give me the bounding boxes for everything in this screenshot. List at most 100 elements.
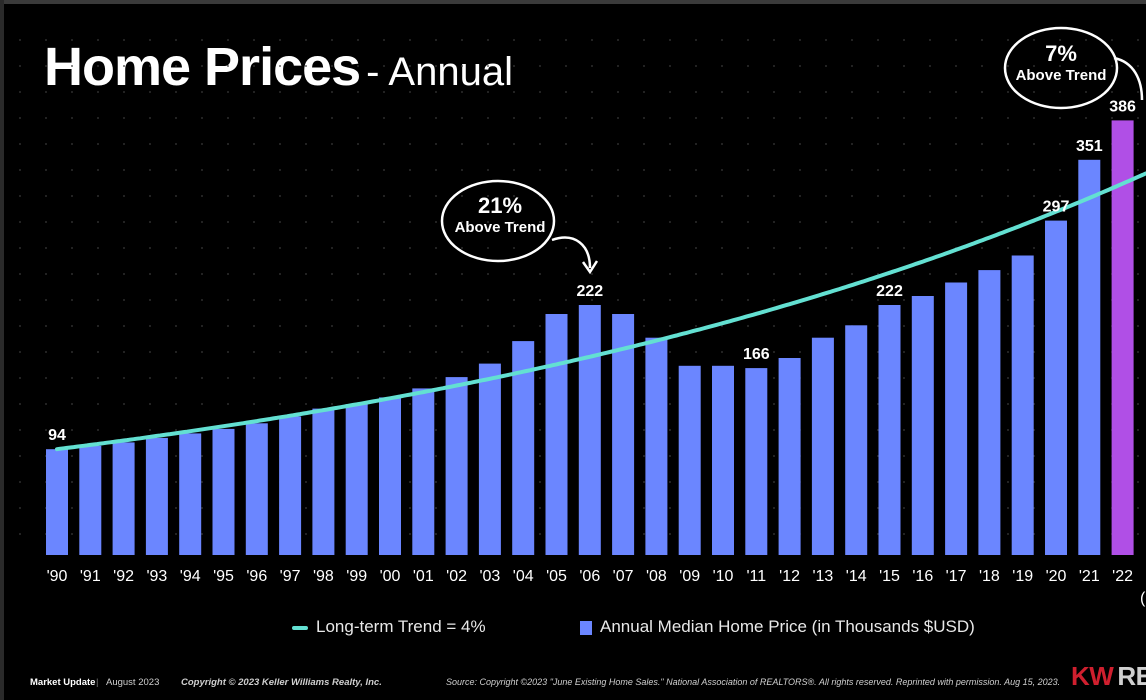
grid-dot — [201, 39, 203, 41]
grid-dot — [747, 195, 749, 197]
grid-dot — [201, 169, 203, 171]
grid-dot — [1137, 247, 1139, 249]
grid-dot — [565, 299, 567, 301]
x-tick-22: '22 — [1112, 568, 1133, 585]
grid-dot — [123, 273, 125, 275]
grid-dot — [643, 39, 645, 41]
x-tick-18: '18 — [979, 568, 1000, 585]
grid-dot — [305, 507, 307, 509]
grid-dot — [539, 403, 541, 405]
grid-dot — [1085, 39, 1087, 41]
grid-dot — [149, 429, 151, 431]
grid-dot — [279, 377, 281, 379]
grid-dot — [877, 351, 879, 353]
grid-dot — [383, 117, 385, 119]
grid-dot — [643, 533, 645, 535]
grid-dot — [97, 325, 99, 327]
grid-dot — [305, 403, 307, 405]
annotation-arrow-2 — [1113, 56, 1144, 101]
grid-dot — [409, 169, 411, 171]
grid-dot — [435, 377, 437, 379]
grid-dot — [97, 247, 99, 249]
grid-dot — [539, 169, 541, 171]
data-label-22: 386 — [1109, 98, 1136, 115]
grid-dot — [643, 91, 645, 93]
grid-dot — [773, 169, 775, 171]
grid-dot — [19, 39, 21, 41]
bar-03 — [478, 363, 501, 555]
grid-dot — [773, 325, 775, 327]
grid-dot — [123, 429, 125, 431]
grid-dot — [19, 195, 21, 197]
grid-dot — [45, 65, 47, 67]
grid-dot — [227, 377, 229, 379]
grid-dot — [877, 429, 879, 431]
grid-dot — [1007, 429, 1009, 431]
footer-source: Source: Copyright ©2023 "June Existing H… — [446, 677, 1061, 687]
grid-dot — [929, 221, 931, 223]
grid-dot — [435, 429, 437, 431]
bars — [46, 120, 1134, 556]
grid-dot — [227, 65, 229, 67]
grid-dot — [695, 39, 697, 41]
grid-dot — [227, 247, 229, 249]
grid-dot — [305, 247, 307, 249]
grid-dot — [1137, 481, 1139, 483]
grid-dot — [123, 325, 125, 327]
grid-dot — [955, 143, 957, 145]
x-tick-91: '91 — [80, 568, 101, 585]
grid-dot — [279, 195, 281, 197]
grid-dot — [383, 169, 385, 171]
grid-dot — [409, 65, 411, 67]
grid-dot — [383, 325, 385, 327]
grid-dot — [305, 195, 307, 197]
grid-dot — [97, 429, 99, 431]
grid-dot — [19, 91, 21, 93]
grid-dot — [669, 91, 671, 93]
grid-dot — [799, 325, 801, 327]
grid-dot — [123, 403, 125, 405]
grid-dot — [513, 117, 515, 119]
grid-dot — [825, 221, 827, 223]
grid-dot — [71, 195, 73, 197]
title-sub: - Annual — [366, 50, 513, 94]
grid-dot — [1137, 273, 1139, 275]
grid-dot — [19, 429, 21, 431]
grid-dot — [175, 481, 177, 483]
grid-dot — [45, 195, 47, 197]
grid-dot — [669, 39, 671, 41]
grid-dot — [669, 299, 671, 301]
grid-dot — [825, 299, 827, 301]
grid-dot — [97, 195, 99, 197]
grid-dot — [877, 143, 879, 145]
grid-dot — [643, 299, 645, 301]
grid-dot — [877, 403, 879, 405]
grid-dot — [1137, 117, 1139, 119]
x-tick-93: '93 — [146, 568, 167, 585]
grid-dot — [175, 117, 177, 119]
bar-swatch — [580, 620, 592, 635]
grid-dot — [201, 455, 203, 457]
grid-dot — [877, 195, 879, 197]
grid-dot — [487, 299, 489, 301]
grid-dot — [19, 351, 21, 353]
grid-dot — [149, 273, 151, 275]
data-label-06: 222 — [576, 283, 603, 300]
grid-dot — [461, 299, 463, 301]
grid-dot — [1033, 117, 1035, 119]
grid-dot — [1007, 195, 1009, 197]
annotation-circle-2 — [1003, 26, 1119, 110]
grid-dot — [721, 143, 723, 145]
grid-dot — [19, 481, 21, 483]
grid-dot — [409, 377, 411, 379]
grid-dot — [1007, 247, 1009, 249]
grid-dot — [71, 117, 73, 119]
grid-dot — [721, 299, 723, 301]
grid-dot — [149, 117, 151, 119]
grid-dot — [97, 299, 99, 301]
grid-dot — [1111, 91, 1113, 93]
grid-dot — [825, 91, 827, 93]
grid-dot — [851, 117, 853, 119]
grid-dot — [955, 221, 957, 223]
annotation-label: Above Trend — [1015, 67, 1107, 84]
